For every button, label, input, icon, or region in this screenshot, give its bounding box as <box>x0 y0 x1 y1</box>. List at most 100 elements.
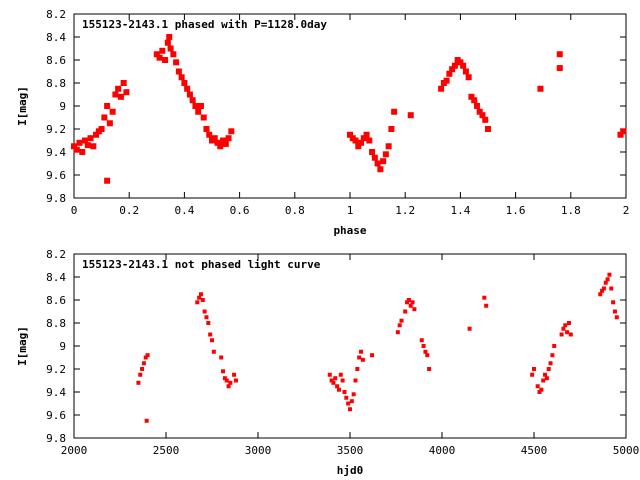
phased-light-curve-panel: 155123-2143.1 phased with P=1128.0day ph… <box>16 8 629 237</box>
y-tick-label: 9.6 <box>46 409 66 422</box>
data-point <box>153 51 160 58</box>
x-tick-label: 0.4 <box>174 204 194 217</box>
data-point <box>537 390 542 394</box>
data-point <box>206 131 213 138</box>
y-tick-label: 8.4 <box>46 31 66 44</box>
data-point <box>423 349 428 354</box>
data-point <box>189 97 196 104</box>
data-point <box>333 376 338 381</box>
data-point <box>548 361 553 366</box>
y-tick-label: 9 <box>59 340 66 353</box>
data-point <box>546 367 551 371</box>
data-point <box>550 353 555 358</box>
x-tick-label: 4000 <box>429 444 456 457</box>
data-point <box>559 332 564 337</box>
data-point <box>605 277 610 282</box>
data-point <box>106 120 113 127</box>
data-point <box>395 330 400 335</box>
data-point <box>532 367 536 371</box>
data-point <box>228 128 235 135</box>
data-point <box>352 137 359 144</box>
x-tick-label: 2 <box>623 204 630 217</box>
data-point <box>476 108 483 115</box>
data-point <box>556 65 563 72</box>
y-tick-label: 9 <box>59 100 66 113</box>
data-point <box>446 70 453 77</box>
data-point <box>173 59 180 66</box>
data-point <box>200 114 207 121</box>
data-point <box>192 103 199 109</box>
data-point <box>607 272 612 277</box>
data-point <box>405 300 410 305</box>
y-tick-label: 9.8 <box>46 192 66 205</box>
x-tick-label: 0.8 <box>285 204 305 217</box>
data-point <box>408 303 413 308</box>
data-point <box>224 378 229 383</box>
data-point <box>482 116 489 123</box>
data-point <box>84 142 91 149</box>
data-point <box>561 326 566 331</box>
data-point <box>164 39 171 46</box>
data-point <box>203 126 210 132</box>
chart-title: 155123-2143.1 not phased light curve <box>82 258 321 271</box>
y-tick-label: 9.4 <box>46 146 66 159</box>
data-point <box>344 395 349 400</box>
data-point <box>543 372 548 377</box>
data-point <box>462 68 469 75</box>
data-point <box>544 376 549 381</box>
data-point <box>222 376 227 381</box>
data-point <box>200 298 205 302</box>
x-tick-label: 1.8 <box>561 204 581 217</box>
data-point <box>98 126 105 132</box>
data-point <box>359 349 364 354</box>
data-point <box>211 349 216 354</box>
data-point <box>484 303 489 308</box>
data-point <box>482 295 487 300</box>
data-point <box>76 139 83 146</box>
data-point <box>138 372 143 377</box>
x-tick-label: 0.6 <box>230 204 250 217</box>
data-point <box>385 143 392 150</box>
data-point <box>184 85 191 92</box>
data-point <box>410 300 415 305</box>
x-tick-label: 0.2 <box>119 204 139 217</box>
data-point <box>377 166 384 173</box>
data-point <box>71 143 77 150</box>
data-point <box>614 315 619 320</box>
data-point <box>225 135 232 142</box>
data-point <box>329 378 334 383</box>
data-point <box>123 89 130 96</box>
y-axis-label: I[mag] <box>16 86 29 126</box>
data-point <box>566 321 571 325</box>
data-point <box>140 367 145 371</box>
data-point <box>530 372 535 377</box>
data-point <box>228 380 233 385</box>
data-point <box>217 143 224 150</box>
y-tick-label: 9.8 <box>46 432 66 445</box>
data-point <box>166 34 173 40</box>
data-point <box>388 126 395 132</box>
data-point <box>479 112 486 119</box>
y-tick-label: 8.6 <box>46 54 66 67</box>
data-point <box>357 355 362 360</box>
data-point <box>374 160 381 167</box>
data-point <box>221 369 226 374</box>
data-point <box>421 344 426 348</box>
data-point <box>620 128 627 135</box>
data-point <box>370 353 375 358</box>
data-point <box>104 103 111 109</box>
data-point <box>206 321 211 325</box>
data-point <box>162 57 169 63</box>
data-point <box>348 407 352 412</box>
data-point <box>563 323 568 328</box>
data-point <box>355 367 360 371</box>
data-point <box>443 77 450 84</box>
data-point <box>467 326 472 331</box>
data-point <box>90 143 97 150</box>
x-tick-label: 4500 <box>521 444 548 457</box>
data-point <box>336 387 341 392</box>
data-point <box>208 332 213 337</box>
data-point <box>170 51 177 58</box>
x-axis-label: phase <box>333 224 366 237</box>
